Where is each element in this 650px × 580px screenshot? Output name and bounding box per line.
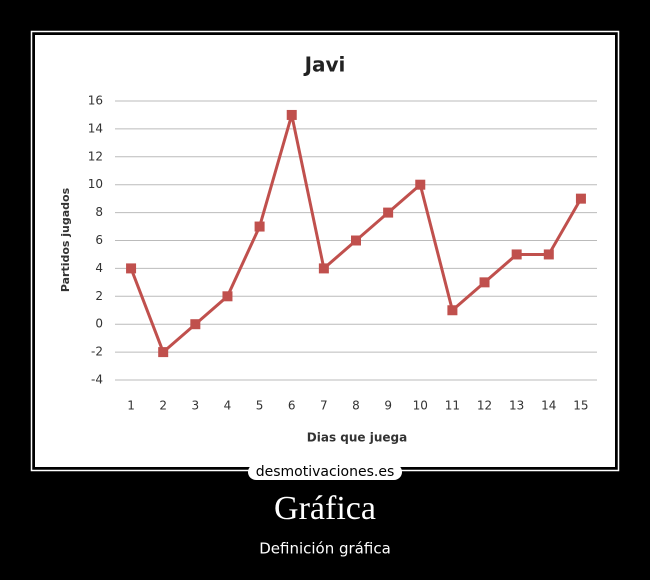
x-tick-label: 9	[384, 399, 392, 413]
point-marker	[190, 319, 201, 330]
poster-caption: Definición gráfica	[259, 540, 391, 558]
x-tick-label: 7	[320, 399, 328, 413]
point-marker	[447, 305, 458, 316]
x-tick-label: 3	[192, 399, 200, 413]
point-marker	[511, 249, 522, 260]
point-marker	[222, 291, 233, 302]
point-marker	[543, 249, 554, 260]
watermark-badge	[248, 464, 402, 480]
x-tick-label: 15	[573, 399, 588, 413]
point-marker	[415, 179, 426, 190]
x-axis-label: Dias que juega	[307, 431, 407, 445]
x-tick-label: 1	[127, 399, 135, 413]
y-axis-label: Partidos jugados	[59, 187, 72, 292]
x-tick-label: 4	[224, 399, 232, 413]
point-marker	[254, 221, 265, 232]
y-tick-label: -4	[91, 373, 103, 387]
point-marker	[318, 263, 329, 274]
x-tick-label: 14	[541, 399, 556, 413]
chart-title: Javi	[303, 53, 346, 77]
point-marker	[126, 263, 137, 274]
point-marker	[158, 347, 169, 358]
x-tick-label: 10	[413, 399, 428, 413]
point-marker	[351, 235, 361, 246]
x-tick-label: 11	[445, 399, 460, 413]
x-tick-label: 13	[509, 399, 524, 413]
y-tick-label: 2	[95, 289, 103, 303]
point-marker	[286, 109, 297, 120]
y-tick-label: -2	[91, 345, 103, 359]
poster-title: Gráfica	[274, 490, 376, 527]
y-tick-label: 0	[95, 317, 103, 331]
point-marker	[383, 207, 394, 218]
point-marker	[479, 277, 490, 288]
y-tick-label: 12	[88, 149, 103, 163]
y-tick-label: 16	[88, 94, 103, 108]
y-tick-label: 4	[95, 261, 103, 275]
y-tick-label: 6	[95, 233, 103, 247]
watermark: desmotivaciones.es	[256, 464, 395, 480]
y-tick-label: 10	[88, 177, 103, 191]
x-tick-label: 2	[159, 399, 167, 413]
y-tick-label: 14	[88, 121, 103, 135]
point-marker	[575, 193, 586, 204]
y-tick-label: 8	[95, 205, 103, 219]
x-tick-label: 12	[477, 399, 492, 413]
x-tick-label: 8	[352, 399, 360, 413]
x-tick-label: 6	[288, 399, 296, 413]
x-tick-label: 5	[256, 399, 264, 413]
